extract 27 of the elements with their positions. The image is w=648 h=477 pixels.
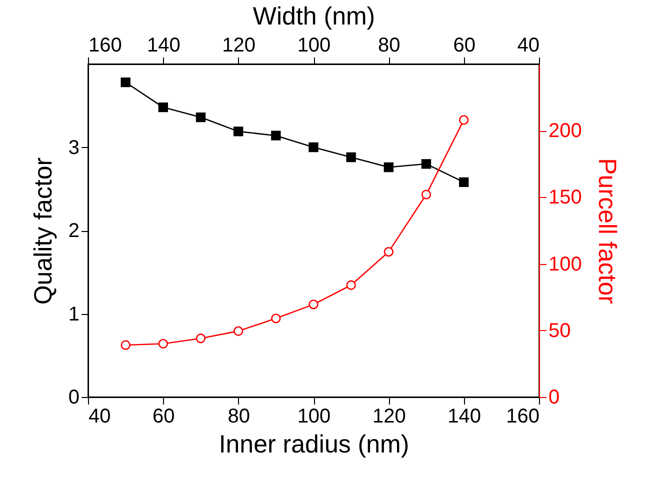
y2-tick-label: 50 <box>548 320 571 342</box>
x2-tick-label: 120 <box>222 34 256 56</box>
y2-tick-label: 200 <box>548 120 582 142</box>
x2-axis-title: Width (nm) <box>252 2 376 30</box>
y2-tick-label: 100 <box>548 253 582 276</box>
y-tick-label: 2 <box>68 220 80 242</box>
x-tick-label: 40 <box>88 406 111 428</box>
x2-tick-label: 160 <box>88 34 122 56</box>
x-tick-label: 60 <box>152 406 175 428</box>
x-axis-title: Inner radius (nm) <box>218 430 410 458</box>
x-tick-label: 100 <box>297 406 331 428</box>
x2-tick-label: 100 <box>297 34 331 56</box>
y2-axis-title: Purcell factor <box>592 158 621 304</box>
x-tick-label: 160 <box>506 406 540 428</box>
y-tick-label: 0 <box>68 386 80 408</box>
x-tick-label: 80 <box>228 406 250 428</box>
y2-tick-label: 0 <box>548 386 560 408</box>
y-tick-label: 1 <box>68 303 80 326</box>
x-tick-label: 140 <box>448 406 482 428</box>
x2-tick-label: 140 <box>146 34 180 56</box>
x2-tick-label: 40 <box>517 34 540 56</box>
x2-tick-label: 80 <box>378 34 400 56</box>
x-tick-label: 120 <box>372 406 406 428</box>
y-tick-label: 3 <box>68 136 80 159</box>
y2-tick-label: 150 <box>548 186 582 209</box>
x2-tick-label: 60 <box>453 34 476 56</box>
y-axis-title: Quality factor <box>29 157 58 305</box>
